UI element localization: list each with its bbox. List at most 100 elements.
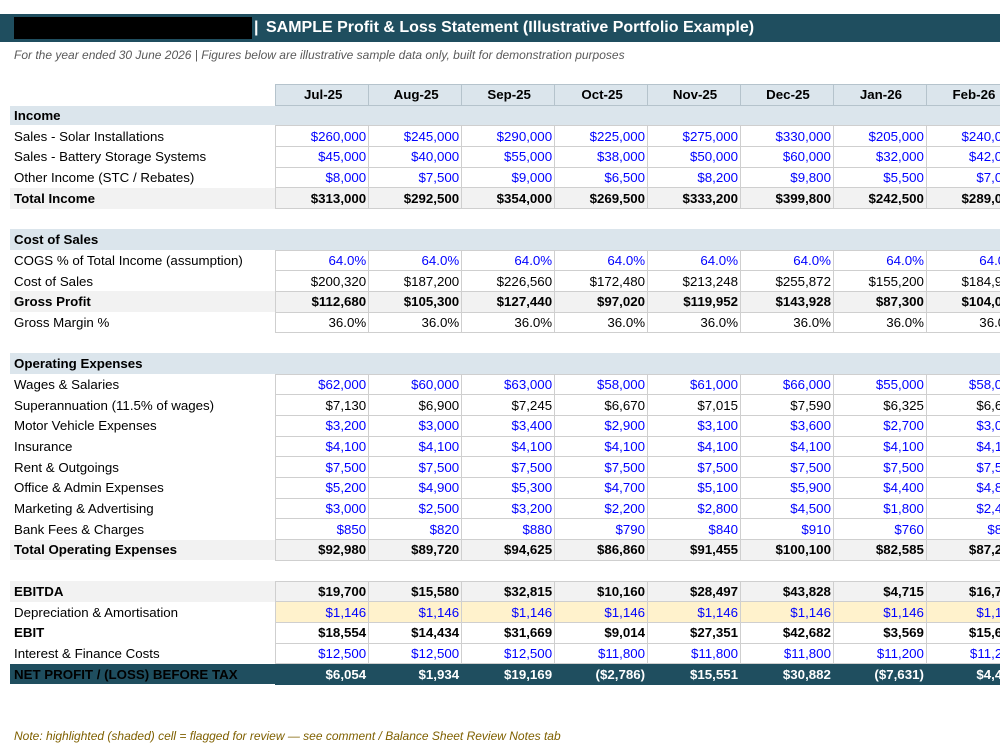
value-cell[interactable]: $4,700 [554, 477, 649, 499]
value-cell[interactable]: $242,500 [832, 187, 927, 210]
value-cell[interactable]: $89,720 [368, 539, 463, 561]
value-cell[interactable]: 36.0% [832, 311, 927, 334]
value-cell[interactable]: $94,625 [461, 539, 556, 561]
value-cell[interactable]: $87,300 [832, 290, 927, 313]
flagged-cell[interactable]: $1,146 [832, 601, 927, 623]
value-cell[interactable]: $31,669 [461, 621, 556, 644]
value-cell[interactable]: $225,000 [554, 125, 649, 148]
value-cell[interactable]: $4,424 [925, 663, 1000, 685]
value-cell[interactable]: $60,000 [740, 146, 834, 168]
value-cell[interactable]: $7,000 [925, 166, 1000, 189]
value-cell[interactable]: $7,500 [740, 456, 834, 479]
value-cell[interactable]: $9,800 [740, 166, 834, 189]
value-cell[interactable]: $4,500 [740, 497, 834, 520]
value-cell[interactable]: $7,500 [832, 456, 927, 479]
value-cell[interactable]: $910 [740, 518, 834, 541]
value-cell[interactable]: $7,500 [554, 456, 649, 479]
value-cell[interactable]: $32,000 [832, 146, 927, 168]
value-cell[interactable]: $800 [925, 518, 1000, 541]
value-cell[interactable]: $43,828 [740, 580, 834, 603]
value-cell[interactable]: $40,000 [368, 146, 463, 168]
value-cell[interactable]: $4,100 [740, 435, 834, 458]
value-cell[interactable]: $12,500 [275, 642, 370, 665]
value-cell[interactable]: $2,800 [647, 497, 742, 520]
value-cell[interactable]: $60,000 [368, 373, 463, 396]
value-cell[interactable]: $86,860 [554, 539, 649, 561]
value-cell[interactable]: $820 [368, 518, 463, 541]
value-cell[interactable]: $62,000 [275, 373, 370, 396]
value-cell[interactable]: $5,100 [647, 477, 742, 499]
value-cell[interactable]: $87,270 [925, 539, 1000, 561]
flagged-cell[interactable]: $1,146 [461, 601, 556, 623]
month-header[interactable]: Dec-25 [740, 84, 834, 106]
value-cell[interactable]: 64.0% [925, 249, 1000, 272]
value-cell[interactable]: $850 [275, 518, 370, 541]
value-cell[interactable]: $63,000 [461, 373, 556, 396]
value-cell[interactable]: $5,500 [832, 166, 927, 189]
value-cell[interactable]: $11,200 [832, 642, 927, 665]
value-cell[interactable]: 36.0% [461, 311, 556, 334]
value-cell[interactable]: $289,000 [925, 187, 1000, 210]
value-cell[interactable]: $55,000 [832, 373, 927, 396]
value-cell[interactable]: $55,000 [461, 146, 556, 168]
value-cell[interactable]: $313,000 [275, 187, 370, 210]
value-cell[interactable]: $12,500 [368, 642, 463, 665]
value-cell[interactable]: $11,800 [554, 642, 649, 665]
value-cell[interactable]: $9,000 [461, 166, 556, 189]
value-cell[interactable]: $7,500 [925, 456, 1000, 479]
month-header[interactable]: Feb-26 [925, 84, 1000, 106]
value-cell[interactable]: $66,000 [740, 373, 834, 396]
value-cell[interactable]: $58,000 [554, 373, 649, 396]
value-cell[interactable]: $213,248 [647, 270, 742, 292]
value-cell[interactable]: $7,500 [647, 456, 742, 479]
value-cell[interactable]: $82,585 [832, 539, 927, 561]
month-header[interactable]: Sep-25 [461, 84, 556, 106]
value-cell[interactable]: $104,040 [925, 290, 1000, 313]
value-cell[interactable]: $143,928 [740, 290, 834, 313]
value-cell[interactable]: $127,440 [461, 290, 556, 313]
month-header[interactable]: Oct-25 [554, 84, 649, 106]
value-cell[interactable]: $7,500 [368, 456, 463, 479]
value-cell[interactable]: ($7,631) [832, 663, 927, 685]
value-cell[interactable]: $3,400 [461, 415, 556, 437]
value-cell[interactable]: 64.0% [554, 249, 649, 272]
flagged-cell[interactable]: $1,146 [275, 601, 370, 623]
value-cell[interactable]: $42,000 [925, 146, 1000, 168]
value-cell[interactable]: $6,054 [275, 663, 370, 685]
value-cell[interactable]: $790 [554, 518, 649, 541]
value-cell[interactable]: $61,000 [647, 373, 742, 396]
value-cell[interactable]: $100,100 [740, 539, 834, 561]
flagged-cell[interactable]: $1,146 [925, 601, 1000, 623]
value-cell[interactable]: $91,455 [647, 539, 742, 561]
value-cell[interactable]: 64.0% [832, 249, 927, 272]
value-cell[interactable]: $7,500 [275, 456, 370, 479]
value-cell[interactable]: $7,590 [740, 394, 834, 416]
value-cell[interactable]: $5,900 [740, 477, 834, 499]
value-cell[interactable]: $14,434 [368, 621, 463, 644]
value-cell[interactable]: $32,815 [461, 580, 556, 603]
value-cell[interactable]: $2,500 [368, 497, 463, 520]
value-cell[interactable]: $172,480 [554, 270, 649, 292]
month-header[interactable]: Aug-25 [368, 84, 463, 106]
value-cell[interactable]: $15,580 [368, 580, 463, 603]
value-cell[interactable]: $269,500 [554, 187, 649, 210]
value-cell[interactable]: $4,900 [368, 477, 463, 499]
value-cell[interactable]: $2,400 [925, 497, 1000, 520]
value-cell[interactable]: $7,130 [275, 394, 370, 416]
value-cell[interactable]: $50,000 [647, 146, 742, 168]
value-cell[interactable]: $12,500 [461, 642, 556, 665]
value-cell[interactable]: $42,682 [740, 621, 834, 644]
value-cell[interactable]: $3,100 [647, 415, 742, 437]
value-cell[interactable]: $11,800 [647, 642, 742, 665]
flagged-cell[interactable]: $1,146 [368, 601, 463, 623]
value-cell[interactable]: $30,882 [740, 663, 834, 685]
value-cell[interactable]: 64.0% [740, 249, 834, 272]
value-cell[interactable]: $7,500 [461, 456, 556, 479]
value-cell[interactable]: $333,200 [647, 187, 742, 210]
value-cell[interactable]: $4,100 [275, 435, 370, 458]
value-cell[interactable]: $4,800 [925, 477, 1000, 499]
value-cell[interactable]: 64.0% [368, 249, 463, 272]
value-cell[interactable]: $105,300 [368, 290, 463, 313]
value-cell[interactable]: $2,900 [554, 415, 649, 437]
value-cell[interactable]: 64.0% [647, 249, 742, 272]
